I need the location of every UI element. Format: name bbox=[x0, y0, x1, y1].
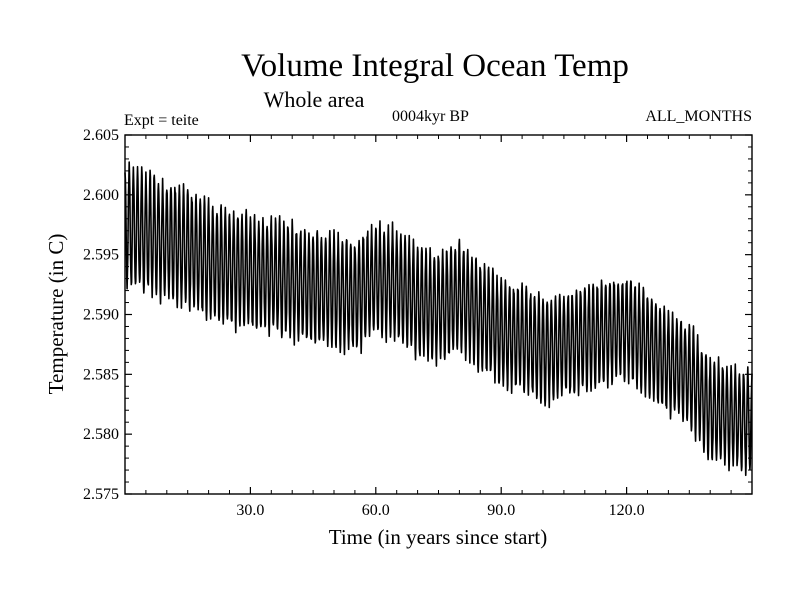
y-tick-label: 2.595 bbox=[83, 247, 119, 264]
y-tick-label: 2.605 bbox=[83, 127, 119, 144]
x-axis-label: Time (in years since start) bbox=[329, 525, 548, 549]
experiment-label: Expt = teite bbox=[124, 112, 199, 129]
season-label: ALL_MONTHS bbox=[645, 108, 752, 125]
y-axis: 2.575 2.580 2.585 2.590 2.595 2.600 2.605 bbox=[83, 127, 752, 503]
chart-subtitle: Whole area bbox=[264, 87, 365, 112]
y-tick-label: 2.590 bbox=[83, 307, 119, 324]
period-label: 0004kyr BP bbox=[392, 108, 469, 125]
x-tick-label: 90.0 bbox=[487, 502, 515, 519]
x-tick-label: 120.0 bbox=[609, 502, 645, 519]
x-tick-label: 60.0 bbox=[362, 502, 390, 519]
y-tick-label: 2.585 bbox=[83, 366, 119, 383]
temperature-series-line bbox=[124, 161, 753, 477]
y-tick-label: 2.580 bbox=[83, 426, 119, 443]
chart-title: Volume Integral Ocean Temp bbox=[241, 48, 629, 84]
y-axis-label: Temperature (in C) bbox=[44, 234, 68, 395]
y-tick-label: 2.575 bbox=[83, 486, 119, 503]
series-layer bbox=[124, 161, 753, 477]
y-tick-label: 2.600 bbox=[83, 187, 119, 204]
x-axis: 30.0 60.0 90.0 120.0 bbox=[145, 135, 732, 519]
x-tick-label: 30.0 bbox=[236, 502, 264, 519]
